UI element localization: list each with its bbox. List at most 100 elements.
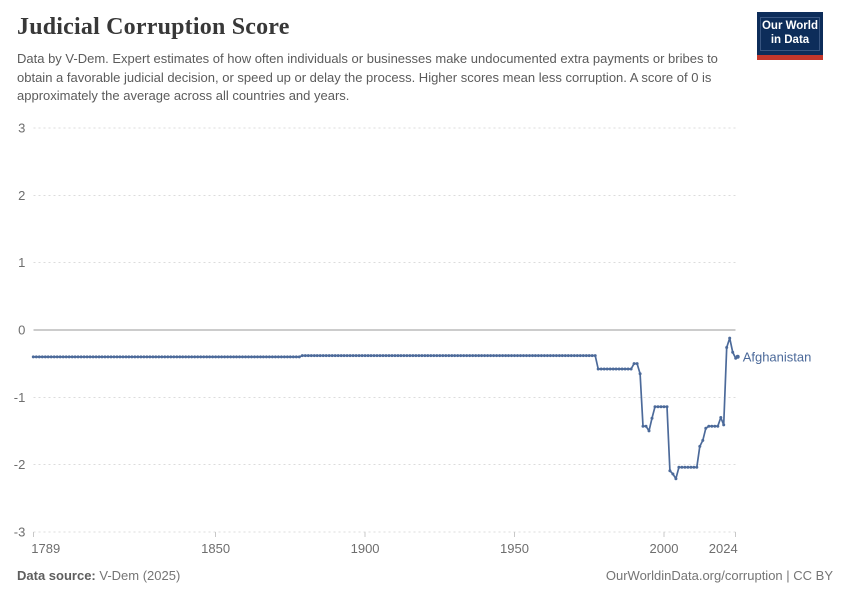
series-point xyxy=(701,438,705,442)
series-point xyxy=(229,355,233,359)
series-point xyxy=(297,355,301,359)
series-point xyxy=(620,367,624,371)
series-point xyxy=(175,355,179,359)
series-point xyxy=(417,354,421,358)
series-point xyxy=(713,424,717,428)
series-point xyxy=(282,355,286,359)
series-point xyxy=(327,354,331,358)
series-point xyxy=(360,354,364,358)
series-point xyxy=(533,354,537,358)
series-point xyxy=(402,354,406,358)
series-point xyxy=(605,367,609,371)
series-point xyxy=(49,355,53,359)
series-point xyxy=(423,354,427,358)
x-tick-label: 1850 xyxy=(201,541,230,556)
series-point xyxy=(525,354,528,358)
series-point xyxy=(336,354,340,358)
series-point xyxy=(704,426,708,430)
series-point xyxy=(617,367,621,371)
series-point xyxy=(456,354,460,358)
series-point xyxy=(396,354,400,358)
series-point xyxy=(127,355,131,359)
series-point xyxy=(596,367,600,371)
owid-logo[interactable]: Our World in Data xyxy=(757,12,823,60)
series-point xyxy=(593,354,597,358)
series-point xyxy=(468,354,472,358)
series-point xyxy=(584,354,588,358)
series-point xyxy=(689,465,693,469)
series-point xyxy=(339,354,343,358)
data-source-value: V-Dem (2025) xyxy=(95,568,181,583)
attribution-link[interactable]: OurWorldinData.org/corruption | CC BY xyxy=(605,568,833,583)
series-point xyxy=(208,355,212,359)
series-point xyxy=(267,355,271,359)
series-point xyxy=(638,372,642,376)
series-line xyxy=(33,337,737,480)
series-point xyxy=(112,355,116,359)
series-point xyxy=(220,355,224,359)
series-point xyxy=(453,354,457,358)
series-point xyxy=(43,355,47,359)
series-point xyxy=(321,354,325,358)
series-point xyxy=(196,355,200,359)
series-point xyxy=(157,355,161,359)
series-point xyxy=(190,355,194,359)
series-point xyxy=(151,355,155,359)
data-source-note: Data source: V-Dem (2025) xyxy=(17,568,180,583)
series-point xyxy=(193,355,197,359)
series-point xyxy=(566,354,570,358)
series-point xyxy=(578,354,582,358)
series-label[interactable]: Afghanistan xyxy=(743,349,812,364)
series-point xyxy=(614,367,618,371)
series-point xyxy=(557,354,561,358)
series-point xyxy=(142,355,146,359)
series-endpoint-dot xyxy=(735,354,740,359)
series-point xyxy=(259,355,262,359)
series-point xyxy=(241,355,244,359)
x-tick-label: 1950 xyxy=(500,541,529,556)
series-point xyxy=(698,444,702,448)
series-point xyxy=(300,354,304,358)
series-point xyxy=(73,355,77,359)
series-point xyxy=(256,355,259,359)
series-point xyxy=(79,355,83,359)
series-point xyxy=(366,354,370,358)
series-point xyxy=(581,354,585,358)
owid-logo-text: Our World in Data xyxy=(760,17,820,51)
series-point xyxy=(462,354,466,358)
series-point xyxy=(315,354,319,358)
series-point xyxy=(324,354,328,358)
series-point xyxy=(103,355,107,359)
series-point xyxy=(294,355,298,359)
x-tick-label: 2024 xyxy=(709,541,738,556)
series-point xyxy=(330,354,334,358)
series-point xyxy=(611,367,615,371)
series-point xyxy=(572,354,576,358)
series-point xyxy=(217,355,221,359)
series-point xyxy=(528,354,531,358)
series-point xyxy=(489,354,493,358)
series-point xyxy=(235,355,238,359)
series-point xyxy=(632,362,636,366)
y-tick-label: 1 xyxy=(18,255,25,270)
series-point xyxy=(40,355,44,359)
series-point xyxy=(408,354,412,358)
series-point xyxy=(118,355,122,359)
y-tick-label: -1 xyxy=(14,390,26,405)
series-point xyxy=(357,354,361,358)
series-point xyxy=(52,355,56,359)
series-point xyxy=(447,354,451,358)
series-point xyxy=(163,355,167,359)
series-point xyxy=(501,354,505,358)
series-point xyxy=(728,336,732,340)
series-point xyxy=(226,355,230,359)
series-point xyxy=(405,354,409,358)
series-point xyxy=(76,355,80,359)
series-point xyxy=(172,355,176,359)
series-point xyxy=(67,355,71,359)
series-point xyxy=(285,355,289,359)
series-point xyxy=(115,355,119,359)
series-point xyxy=(426,354,430,358)
